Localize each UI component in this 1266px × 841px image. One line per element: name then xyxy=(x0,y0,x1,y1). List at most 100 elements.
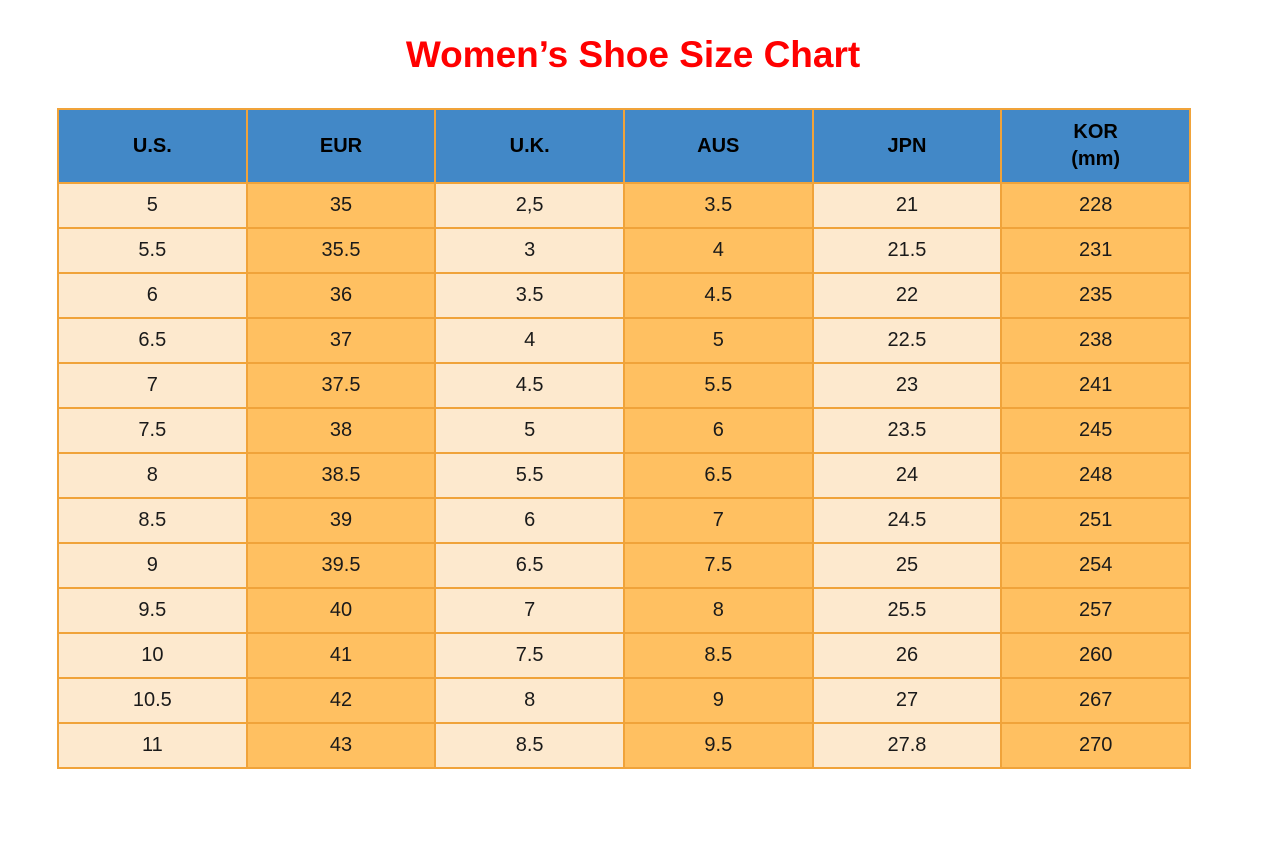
table-cell: 228 xyxy=(1000,182,1191,229)
table-cell: 38.5 xyxy=(245,452,437,499)
table-cell: 4 xyxy=(434,317,625,364)
table-cell: 35.5 xyxy=(245,227,437,274)
table-cell: 21 xyxy=(811,182,1003,229)
table-cell: 21.5 xyxy=(811,227,1003,274)
table-cell: 8.5 xyxy=(434,722,625,769)
table-cell: 27.8 xyxy=(811,722,1003,769)
table-cell: 4 xyxy=(622,227,814,274)
table-cell: 39 xyxy=(245,497,437,544)
table-cell: 25 xyxy=(811,542,1003,589)
table-cell: 5.5 xyxy=(622,362,814,409)
table-cell: 42 xyxy=(245,677,437,724)
table-cell: 5.5 xyxy=(57,227,248,274)
table-cell: 8.5 xyxy=(57,497,248,544)
table-cell: 6.5 xyxy=(57,317,248,364)
table-cell: 9 xyxy=(622,677,814,724)
table-cell: 7.5 xyxy=(57,407,248,454)
table-cell: 24 xyxy=(811,452,1003,499)
table-row: 6 36 3.5 4.5 22 235 xyxy=(57,272,1191,319)
table-cell: 23 xyxy=(811,362,1003,409)
table-cell: 260 xyxy=(1000,632,1191,679)
table-cell: 41 xyxy=(245,632,437,679)
table-cell: 39.5 xyxy=(245,542,437,589)
table-cell: 9 xyxy=(57,542,248,589)
table-cell: 37 xyxy=(245,317,437,364)
table-cell: 6 xyxy=(622,407,814,454)
table-cell: 251 xyxy=(1000,497,1191,544)
table-cell: 9.5 xyxy=(57,587,248,634)
column-header-4: JPN xyxy=(811,108,1003,184)
table-cell: 37.5 xyxy=(245,362,437,409)
column-header-5: KOR (mm) xyxy=(1000,108,1191,184)
table-cell: 27 xyxy=(811,677,1003,724)
table-cell: 26 xyxy=(811,632,1003,679)
table-cell: 7 xyxy=(57,362,248,409)
table-cell: 4.5 xyxy=(622,272,814,319)
table-cell: 7 xyxy=(434,587,625,634)
table-cell: 7 xyxy=(622,497,814,544)
table-cell: 6.5 xyxy=(434,542,625,589)
table-cell: 38 xyxy=(245,407,437,454)
table-header-row: U.S. EUR U.K. AUS JPN KOR (mm) xyxy=(57,108,1191,184)
table-cell: 11 xyxy=(57,722,248,769)
table-cell: 5 xyxy=(57,182,248,229)
table-cell: 22.5 xyxy=(811,317,1003,364)
table-cell: 7.5 xyxy=(434,632,625,679)
table-row: 8.5 39 6 7 24.5 251 xyxy=(57,497,1191,544)
column-header-3: AUS xyxy=(622,108,814,184)
table-cell: 8.5 xyxy=(622,632,814,679)
table-cell: 43 xyxy=(245,722,437,769)
table-cell: 254 xyxy=(1000,542,1191,589)
table-cell: 270 xyxy=(1000,722,1191,769)
table-cell: 8 xyxy=(622,587,814,634)
table-cell: 5.5 xyxy=(434,452,625,499)
table-cell: 8 xyxy=(57,452,248,499)
table-cell: 6 xyxy=(434,497,625,544)
table-row: 5.5 35.5 3 4 21.5 231 xyxy=(57,227,1191,274)
table-cell: 9.5 xyxy=(622,722,814,769)
table-cell: 10.5 xyxy=(57,677,248,724)
table-row: 6.5 37 4 5 22.5 238 xyxy=(57,317,1191,364)
table-cell: 6.5 xyxy=(622,452,814,499)
table-head: U.S. EUR U.K. AUS JPN KOR (mm) xyxy=(57,108,1191,184)
table-cell: 3.5 xyxy=(622,182,814,229)
table-row: 5 35 2,5 3.5 21 228 xyxy=(57,182,1191,229)
table-cell: 5 xyxy=(434,407,625,454)
table-cell: 235 xyxy=(1000,272,1191,319)
table-cell: 241 xyxy=(1000,362,1191,409)
table-cell: 36 xyxy=(245,272,437,319)
table-row: 10.5 42 8 9 27 267 xyxy=(57,677,1191,724)
table-cell: 3 xyxy=(434,227,625,274)
table-cell: 25.5 xyxy=(811,587,1003,634)
table-row: 11 43 8.5 9.5 27.8 270 xyxy=(57,722,1191,769)
table-cell: 23.5 xyxy=(811,407,1003,454)
column-header-2: U.K. xyxy=(434,108,625,184)
table-row: 10 41 7.5 8.5 26 260 xyxy=(57,632,1191,679)
table-cell: 24.5 xyxy=(811,497,1003,544)
table-cell: 35 xyxy=(245,182,437,229)
table-row: 8 38.5 5.5 6.5 24 248 xyxy=(57,452,1191,499)
table-cell: 248 xyxy=(1000,452,1191,499)
table-cell: 245 xyxy=(1000,407,1191,454)
column-header-0: U.S. xyxy=(57,108,248,184)
table-cell: 22 xyxy=(811,272,1003,319)
table-body: 5 35 2,5 3.5 21 228 5.5 35.5 3 4 21.5 231 6 36 3.5 4.5 2… xyxy=(57,182,1191,769)
table-cell: 231 xyxy=(1000,227,1191,274)
table-cell: 238 xyxy=(1000,317,1191,364)
table-row: 9.5 40 7 8 25.5 257 xyxy=(57,587,1191,634)
page-title: Women’s Shoe Size Chart xyxy=(405,34,861,75)
table-cell: 5 xyxy=(622,317,814,364)
table-cell: 8 xyxy=(434,677,625,724)
size-table: U.S. EUR U.K. AUS JPN KOR (mm) 5 35 2,5 3.5 21 228… xyxy=(57,108,1191,769)
table-row: 9 39.5 6.5 7.5 25 254 xyxy=(57,542,1191,589)
table-cell: 10 xyxy=(57,632,248,679)
table-cell: 257 xyxy=(1000,587,1191,634)
table-cell: 2,5 xyxy=(434,182,625,229)
table-row: 7 37.5 4.5 5.5 23 241 xyxy=(57,362,1191,409)
table-cell: 6 xyxy=(57,272,248,319)
table-row: 7.5 38 5 6 23.5 245 xyxy=(57,407,1191,454)
table-cell: 4.5 xyxy=(434,362,625,409)
column-header-1: EUR xyxy=(245,108,437,184)
table-cell: 7.5 xyxy=(622,542,814,589)
table-cell: 267 xyxy=(1000,677,1191,724)
